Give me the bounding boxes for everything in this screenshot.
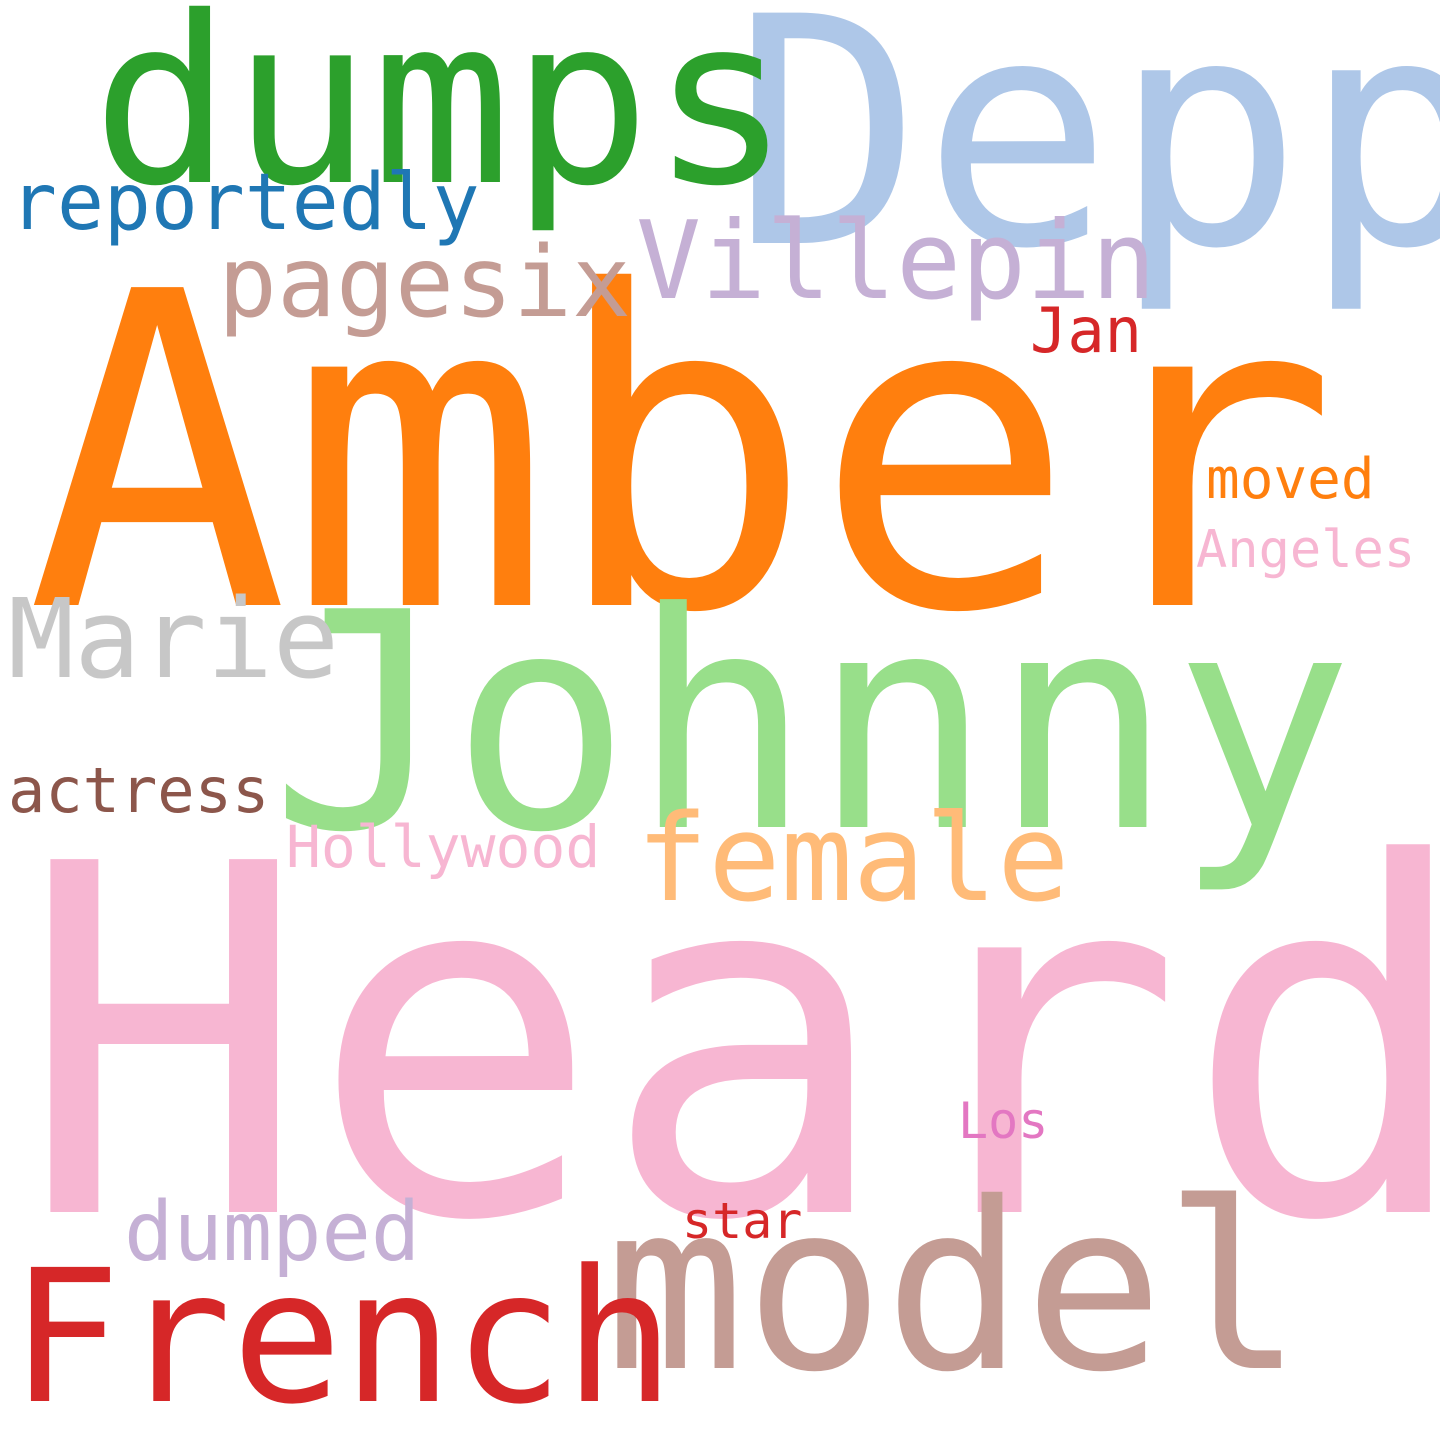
word-jan: Jan (1030, 294, 1142, 367)
word-angeles: Angeles (1196, 520, 1416, 580)
word-star: star (682, 1192, 803, 1250)
word-reportedly: reportedly (10, 158, 480, 248)
word-amber: Amber (26, 200, 1339, 708)
word-marie: Marie (8, 575, 340, 703)
word-actress: actress (8, 754, 270, 827)
word-dumps: dumps (92, 0, 791, 237)
word-hollywood: Hollywood (286, 813, 601, 881)
word-johnny: Johnny (270, 549, 1354, 898)
word-french: French (10, 1231, 675, 1440)
word-moved: moved (1206, 447, 1375, 512)
word-heard: Heard (18, 764, 1440, 1327)
word-model: model (605, 1153, 1304, 1423)
word-pagesix: pagesix (218, 226, 632, 340)
word-villepin: Villepin (636, 199, 1157, 324)
word-female: female (636, 790, 1070, 929)
word-dumped: dumped (124, 1185, 421, 1280)
word-los: Los (958, 1092, 1049, 1150)
word-depp: Depp (732, 0, 1440, 318)
